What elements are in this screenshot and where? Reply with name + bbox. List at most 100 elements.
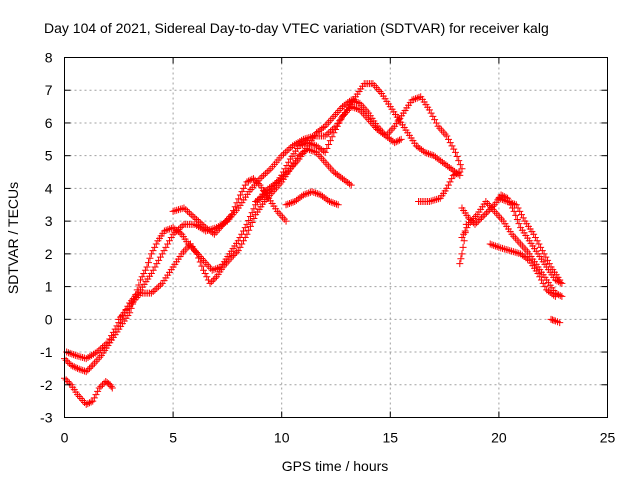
data-point	[66, 349, 74, 357]
data-point	[380, 131, 388, 139]
data-point	[312, 189, 320, 197]
data-point	[305, 189, 313, 197]
data-point	[486, 240, 494, 248]
data-point	[144, 259, 152, 267]
data-point	[511, 248, 519, 256]
data-point	[295, 142, 303, 150]
data-point	[108, 332, 116, 340]
data-point	[92, 391, 100, 399]
data-point	[533, 237, 541, 245]
data-point	[147, 289, 155, 297]
series-track-14	[547, 315, 564, 327]
data-point	[448, 142, 456, 150]
data-point	[208, 278, 216, 286]
data-point	[481, 211, 489, 219]
data-point	[164, 240, 172, 248]
data-point	[513, 216, 521, 223]
data-point	[550, 316, 558, 324]
data-point	[497, 244, 505, 252]
data-point	[99, 381, 107, 389]
data-point	[429, 196, 437, 204]
data-point	[74, 364, 82, 372]
data-point	[198, 262, 206, 270]
data-point	[89, 397, 97, 405]
data-point	[209, 276, 217, 284]
data-point	[455, 157, 463, 165]
data-point	[67, 361, 75, 369]
data-marks	[61, 80, 566, 408]
data-point	[511, 200, 519, 208]
data-point	[82, 368, 90, 376]
data-point	[325, 198, 333, 205]
data-point	[75, 352, 83, 360]
x-tick-label: 15	[383, 430, 399, 446]
data-point	[198, 220, 206, 228]
data-point	[178, 222, 186, 230]
data-point	[516, 207, 524, 215]
data-point	[321, 148, 329, 156]
data-point	[70, 351, 78, 359]
data-point	[330, 129, 338, 137]
data-point	[248, 175, 256, 183]
data-point	[249, 175, 257, 183]
data-point	[180, 204, 188, 212]
data-point	[332, 126, 340, 133]
data-point	[504, 198, 512, 205]
data-point	[349, 103, 357, 111]
series-track-2	[63, 80, 464, 363]
data-point	[493, 243, 501, 251]
data-point	[111, 325, 119, 333]
data-point	[147, 270, 155, 277]
data-point	[236, 243, 244, 251]
data-point	[509, 199, 517, 207]
data-point	[423, 149, 431, 157]
data-point	[450, 145, 458, 153]
data-point	[497, 195, 505, 203]
data-point	[556, 292, 564, 300]
data-point	[537, 276, 545, 284]
data-point	[425, 150, 433, 158]
data-point	[82, 355, 90, 363]
data-point	[175, 225, 183, 233]
data-point	[155, 283, 163, 291]
data-point	[556, 276, 564, 284]
data-point	[495, 194, 503, 202]
series-track-5	[169, 175, 290, 238]
data-point	[540, 250, 548, 258]
data-point	[490, 241, 498, 249]
data-point	[548, 316, 556, 324]
data-point	[100, 379, 108, 387]
data-point	[504, 246, 512, 254]
data-point	[449, 171, 457, 179]
data-point	[545, 260, 553, 268]
data-point	[187, 211, 195, 219]
data-point	[164, 226, 172, 234]
series-track-6	[252, 93, 466, 205]
series-track-10	[458, 198, 566, 300]
data-point	[108, 384, 116, 392]
data-point	[193, 250, 201, 258]
data-point	[410, 95, 418, 103]
data-point	[233, 248, 241, 256]
data-point	[303, 190, 311, 198]
data-point	[307, 133, 315, 141]
data-point	[488, 241, 496, 249]
data-point	[246, 222, 254, 230]
series-track-13	[456, 220, 470, 268]
data-point	[325, 141, 333, 149]
data-point	[281, 148, 289, 156]
data-point	[206, 279, 214, 287]
data-point	[109, 328, 117, 336]
data-point	[62, 356, 70, 364]
data-point	[99, 343, 107, 351]
data-point	[173, 227, 181, 235]
data-point	[432, 119, 440, 127]
data-point	[193, 222, 201, 229]
data-point	[471, 220, 479, 228]
data-point	[86, 352, 94, 360]
data-point	[65, 379, 73, 387]
data-point	[256, 175, 264, 183]
data-point	[446, 139, 454, 147]
data-point	[138, 273, 146, 281]
data-point	[64, 358, 72, 366]
